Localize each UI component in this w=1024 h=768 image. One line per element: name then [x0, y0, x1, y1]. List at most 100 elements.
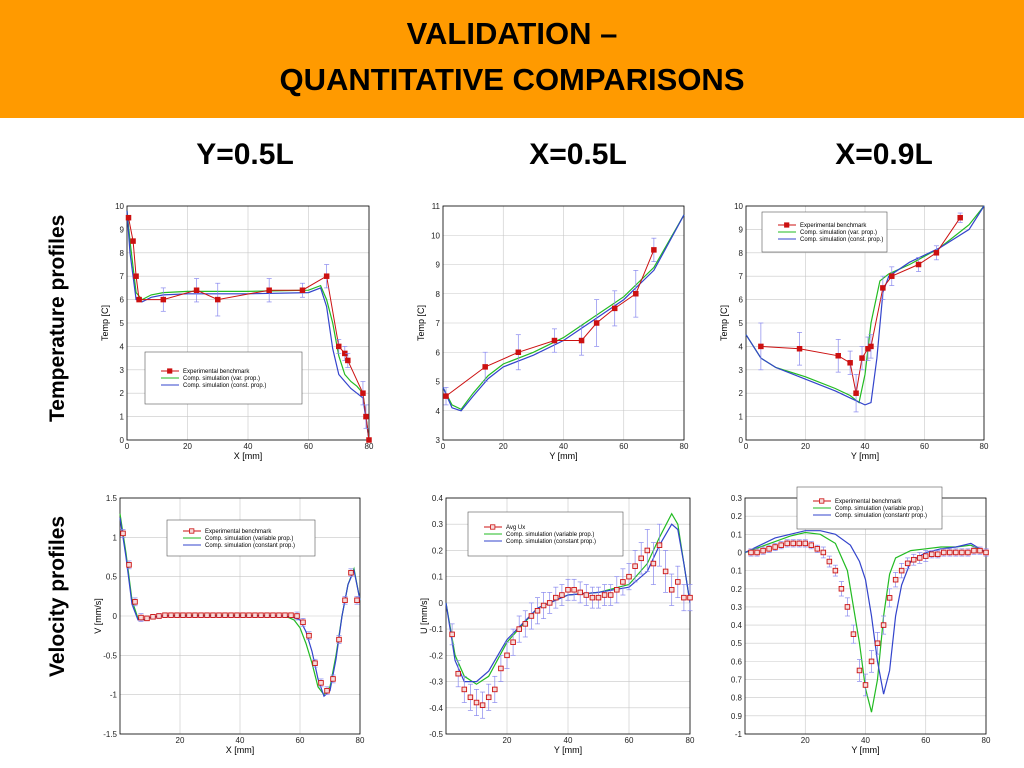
experimental-point — [889, 273, 895, 279]
y-tick-label: 0.5 — [106, 573, 118, 582]
experimental-point — [923, 553, 929, 559]
experimental-point — [856, 667, 863, 674]
plot-frame — [745, 205, 985, 441]
y-tick-label: 1 — [113, 533, 118, 542]
experimental-point — [916, 555, 923, 561]
experimental-point — [515, 349, 522, 356]
x-tick-label: 80 — [982, 736, 991, 745]
experimental-point — [681, 594, 687, 601]
legend-entry: Comp. simulation (variable prop.) — [835, 506, 923, 512]
x-tick-label: 60 — [619, 442, 628, 451]
legend-entry: Comp. simulation (variable prop.) — [506, 532, 594, 538]
y-tick-label: -1 — [110, 691, 118, 700]
x-tick-label: 40 — [861, 736, 870, 745]
y-tick-label: 4 — [739, 342, 744, 351]
y-tick-label: 0.9 — [731, 712, 743, 721]
experimental-point — [492, 686, 498, 693]
y-tick-label: -0.2 — [429, 651, 443, 660]
experimental-point — [306, 632, 312, 639]
x-axis-label: Y [mm] — [549, 451, 577, 461]
experimental-point — [611, 305, 618, 312]
experimental-point — [345, 357, 351, 364]
experimental-point — [614, 587, 620, 593]
y-tick-label: 4 — [120, 342, 125, 351]
experimental-point — [553, 594, 559, 601]
experimental-point — [366, 437, 372, 443]
experimental-point — [288, 612, 294, 618]
y-axis-label: V [mm/s] — [93, 598, 103, 634]
experimental-point — [264, 612, 270, 618]
y-tick-label: 0 — [113, 612, 118, 621]
legend-entry: Experimental benchmark — [205, 529, 272, 535]
legend-entry: Comp. simulation (constant prop.) — [205, 543, 295, 549]
experimental-point — [204, 612, 210, 618]
experimental-point — [186, 612, 192, 618]
experimental-point — [977, 547, 983, 554]
chart-legend: Experimental benchmark Comp. simulation (… — [166, 519, 316, 557]
experimental-point — [965, 549, 971, 556]
series-line-constant-prop — [445, 523, 691, 683]
experimental-point — [234, 612, 240, 618]
y-tick-label: 1 — [739, 413, 744, 422]
y-tick-label: 0.8 — [731, 694, 743, 703]
experimental-point — [240, 612, 246, 618]
legend-swatch-marker — [167, 368, 173, 374]
experimental-point — [593, 320, 600, 326]
y-tick-label: 0.7 — [731, 676, 743, 685]
chart-panel-2: 0 20 40 60 80 3 4 5 6 7 8 9 10 11 Y [mm] Temp [C] — [416, 202, 689, 461]
experimental-point — [336, 343, 342, 350]
experimental-point — [904, 560, 911, 567]
experimental-point — [504, 652, 510, 659]
y-tick-label: 9 — [739, 225, 744, 234]
experimental-point — [485, 694, 492, 701]
series-line-variable-prop — [745, 205, 985, 404]
experimental-point — [910, 556, 917, 563]
experimental-point — [276, 612, 282, 618]
experimental-point — [766, 546, 772, 552]
experimental-point — [510, 639, 516, 645]
experimental-point — [814, 546, 821, 552]
experimental-point — [687, 594, 693, 601]
y-tick-label: -1.5 — [103, 730, 117, 739]
x-tick-label: 60 — [625, 736, 634, 745]
experimental-point — [668, 587, 675, 593]
y-tick-label: 8 — [436, 290, 441, 299]
experimental-point — [193, 287, 200, 293]
x-tick-label: 0 — [441, 442, 446, 451]
y-tick-label: 9 — [436, 261, 441, 270]
legend-entry: Comp. simulation (var. prop.) — [800, 230, 877, 236]
experimental-point — [868, 343, 874, 350]
experimental-point — [607, 592, 614, 598]
experimental-point — [198, 612, 204, 618]
experimental-point — [589, 594, 596, 601]
experimental-point — [342, 597, 348, 604]
experimental-point — [959, 549, 965, 556]
y-tick-label: 0.3 — [731, 603, 743, 612]
x-tick-label: 20 — [176, 736, 185, 745]
experimental-point — [168, 612, 174, 618]
experimental-point — [228, 612, 234, 618]
y-tick-label: 10 — [431, 231, 440, 240]
experimental-point — [565, 587, 571, 593]
experimental-point — [160, 296, 167, 303]
x-tick-label: 60 — [296, 736, 305, 745]
y-tick-label: 5 — [739, 319, 744, 328]
experimental-point — [210, 612, 216, 618]
x-axis-label: Y [mm] — [851, 451, 879, 461]
plot-frame — [119, 497, 361, 735]
experimental-point — [559, 592, 565, 598]
experimental-point — [778, 542, 784, 548]
title-banner — [0, 0, 1024, 118]
x-tick-label: 20 — [503, 736, 512, 745]
experimental-point — [748, 549, 754, 556]
experimental-point — [838, 586, 845, 592]
experimental-point — [461, 686, 468, 693]
x-tick-label: 20 — [801, 736, 810, 745]
experimental-point — [796, 345, 803, 352]
experimental-line — [128, 217, 370, 441]
experimental-point — [174, 612, 180, 618]
series-line-constant-prop — [745, 205, 985, 406]
legend-entry: Experimental benchmark — [800, 223, 867, 229]
experimental-point — [844, 604, 851, 610]
